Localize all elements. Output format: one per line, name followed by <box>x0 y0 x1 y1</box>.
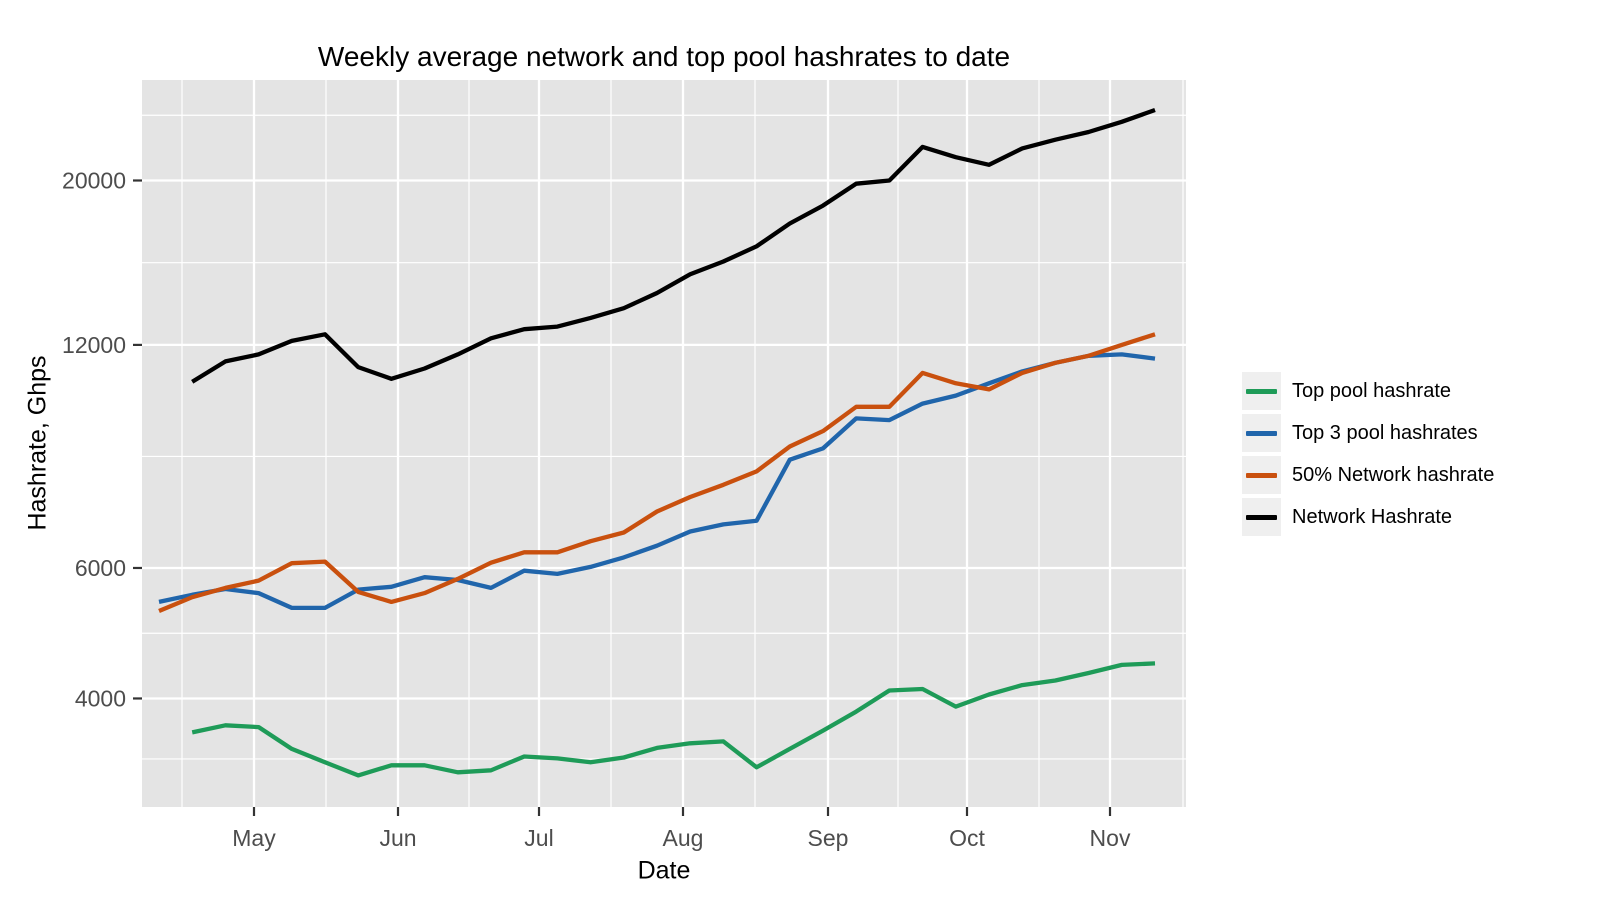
x-tick-label: May <box>232 825 276 851</box>
legend-label: Top pool hashrate <box>1292 379 1452 402</box>
legend-label: 50% Network hashrate <box>1292 463 1495 486</box>
y-tick-label: 4000 <box>75 685 126 711</box>
x-tick-label: Jul <box>524 825 553 851</box>
chart-title: Weekly average network and top pool hash… <box>317 41 1011 72</box>
series-line-top-pool-hashrate <box>191 661 1156 778</box>
legend-item: Top pool hashrate <box>1242 372 1494 410</box>
legend-key-swatch <box>1242 498 1281 536</box>
legend-item: Top 3 pool hashrates <box>1242 414 1494 452</box>
x-axis-title: Date <box>637 856 691 885</box>
legend: Top pool hashrate Top 3 pool hashrates 50%… <box>1242 372 1494 540</box>
legend-key-swatch <box>1242 372 1281 410</box>
legend-label: Network Hashrate <box>1292 505 1453 528</box>
x-tick-label: Jun <box>379 825 416 851</box>
y-tick-label: 20000 <box>62 167 126 193</box>
x-tick-label: Oct <box>949 825 985 851</box>
legend-key-line-icon <box>1246 472 1277 478</box>
y-tick-label: 12000 <box>62 332 126 358</box>
legend-key-line-icon <box>1246 388 1277 394</box>
series-line-50-network-hashrate <box>158 332 1156 613</box>
x-tick-label: Nov <box>1090 825 1131 851</box>
legend-item: 50% Network hashrate <box>1242 456 1494 494</box>
series-line-top-3-pool-hashrates <box>158 352 1156 611</box>
legend-key-line-icon <box>1246 514 1277 520</box>
y-axis-title: Hashrate, Ghps <box>23 355 52 531</box>
legend-label: Top 3 pool hashrates <box>1292 421 1478 444</box>
series-line-network-hashrate <box>191 107 1156 384</box>
legend-key-swatch <box>1242 456 1281 494</box>
y-tick-label: 6000 <box>75 555 126 581</box>
legend-key-swatch <box>1242 414 1281 452</box>
x-tick-label: Aug <box>663 825 704 851</box>
legend-key-line-icon <box>1246 430 1277 436</box>
legend-item: Network Hashrate <box>1242 498 1494 536</box>
x-tick-label: Sep <box>808 825 849 851</box>
